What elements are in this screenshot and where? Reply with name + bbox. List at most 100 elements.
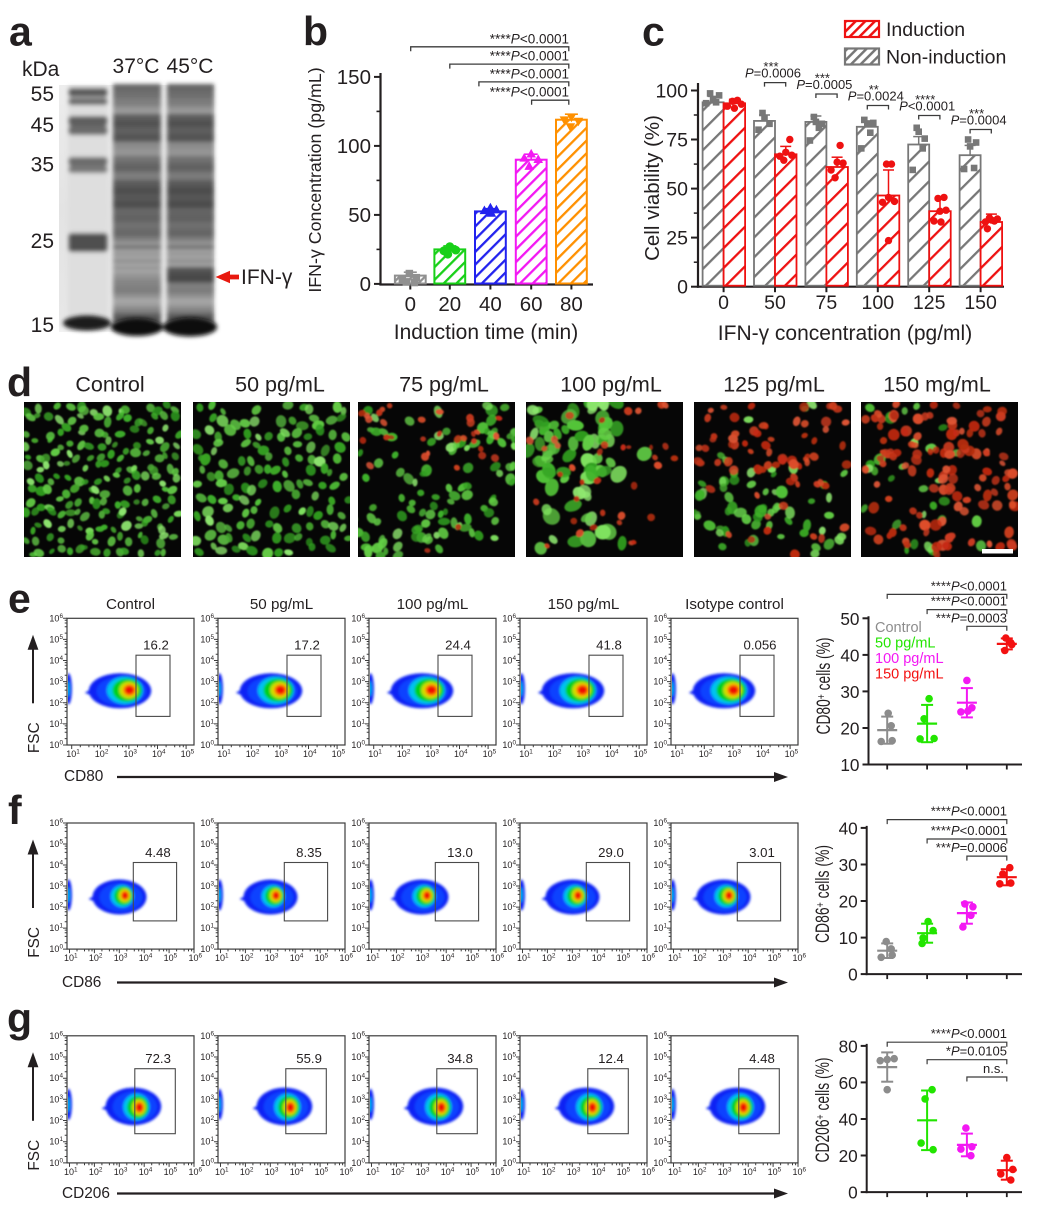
svg-text:105: 105: [768, 1166, 782, 1177]
svg-text:102: 102: [351, 697, 365, 708]
svg-text:103: 103: [49, 1094, 63, 1105]
svg-text:CD80+ cells (%): CD80+ cells (%): [814, 638, 835, 735]
svg-text:104: 104: [441, 1166, 455, 1177]
svg-text:P=0.0004: P=0.0004: [951, 113, 1007, 128]
svg-text:20: 20: [839, 1146, 858, 1166]
svg-text:102: 102: [542, 953, 556, 964]
svg-text:0: 0: [405, 293, 416, 316]
svg-text:P=0.0005: P=0.0005: [796, 77, 852, 92]
svg-text:****P<0.0001: ****P<0.0001: [931, 1026, 1007, 1041]
svg-text:75: 75: [666, 129, 688, 151]
svg-text:0: 0: [718, 292, 729, 314]
svg-text:102: 102: [502, 697, 516, 708]
svg-text:104: 104: [200, 1073, 214, 1084]
svg-text:24.4: 24.4: [445, 638, 471, 653]
svg-text:f: f: [8, 787, 22, 833]
svg-text:55: 55: [31, 83, 54, 106]
svg-text:100 pg/mL: 100 pg/mL: [560, 373, 662, 397]
svg-text:Induction time (min): Induction time (min): [394, 321, 578, 344]
svg-text:104: 104: [49, 655, 63, 666]
svg-text:103: 103: [416, 953, 430, 964]
svg-text:101: 101: [653, 1136, 667, 1147]
svg-text:105: 105: [634, 749, 648, 760]
svg-text:106: 106: [653, 613, 667, 624]
svg-text:104: 104: [441, 953, 455, 964]
svg-text:g: g: [7, 995, 32, 1041]
svg-text:101: 101: [668, 953, 682, 964]
svg-text:104: 104: [592, 1166, 606, 1177]
svg-text:100: 100: [351, 740, 365, 751]
svg-text:4.48: 4.48: [145, 845, 171, 860]
svg-text:25: 25: [31, 230, 54, 253]
svg-text:105: 105: [315, 953, 329, 964]
svg-text:n.s.: n.s.: [983, 1061, 1004, 1076]
svg-text:102: 102: [89, 953, 103, 964]
svg-text:105: 105: [351, 839, 365, 850]
svg-text:104: 104: [502, 860, 516, 871]
svg-text:Isotype control: Isotype control: [685, 596, 784, 613]
svg-text:102: 102: [246, 749, 260, 760]
svg-text:**: **: [869, 82, 879, 97]
svg-text:105: 105: [164, 953, 178, 964]
svg-text:104: 104: [351, 860, 365, 871]
svg-text:100: 100: [653, 740, 667, 751]
svg-text:102: 102: [200, 1115, 214, 1126]
svg-text:102: 102: [240, 1166, 254, 1177]
svg-text:0: 0: [360, 273, 371, 296]
svg-text:****P<0.0001: ****P<0.0001: [490, 85, 569, 100]
svg-text:75: 75: [816, 292, 838, 314]
svg-text:20: 20: [840, 719, 859, 739]
svg-text:100: 100: [653, 1157, 667, 1168]
svg-text:*P=0.0105: *P=0.0105: [946, 1044, 1007, 1059]
svg-text:105: 105: [351, 634, 365, 645]
svg-text:kDa: kDa: [22, 58, 60, 81]
svg-text:105: 105: [466, 953, 480, 964]
svg-text:8.35: 8.35: [296, 845, 322, 860]
svg-text:CD80: CD80: [64, 768, 103, 785]
svg-text:101: 101: [64, 1166, 78, 1177]
svg-text:13.0: 13.0: [447, 845, 473, 860]
svg-text:100: 100: [200, 1157, 214, 1168]
svg-text:60: 60: [520, 293, 543, 316]
svg-text:101: 101: [351, 718, 365, 729]
svg-text:0: 0: [677, 277, 688, 299]
svg-text:103: 103: [351, 1094, 365, 1105]
svg-text:****: ****: [915, 92, 935, 107]
svg-text:103: 103: [502, 1094, 516, 1105]
svg-text:c: c: [642, 9, 665, 55]
svg-text:103: 103: [718, 953, 732, 964]
svg-text:d: d: [7, 359, 32, 405]
svg-text:104: 104: [49, 860, 63, 871]
svg-text:106: 106: [351, 1030, 365, 1041]
svg-text:***: ***: [969, 106, 984, 121]
svg-text:101: 101: [670, 749, 684, 760]
svg-text:102: 102: [95, 749, 109, 760]
svg-text:***: ***: [763, 59, 778, 74]
svg-text:101: 101: [49, 718, 63, 729]
svg-text:103: 103: [200, 676, 214, 687]
svg-text:106: 106: [351, 818, 365, 829]
svg-text:0: 0: [848, 965, 858, 985]
svg-text:102: 102: [351, 902, 365, 913]
svg-text:102: 102: [693, 1166, 707, 1177]
svg-text:40: 40: [479, 293, 502, 316]
svg-text:104: 104: [351, 655, 365, 666]
svg-text:103: 103: [114, 953, 128, 964]
svg-text:104: 104: [592, 953, 606, 964]
svg-text:***P=0.0003: ***P=0.0003: [936, 610, 1007, 625]
svg-text:105: 105: [466, 1166, 480, 1177]
svg-text:101: 101: [49, 1136, 63, 1147]
svg-text:102: 102: [653, 1115, 667, 1126]
svg-text:101: 101: [517, 953, 531, 964]
svg-text:104: 104: [605, 749, 619, 760]
svg-text:IFN-γ concentration (pg/ml): IFN-γ concentration (pg/ml): [718, 322, 972, 345]
svg-text:100: 100: [653, 944, 667, 955]
svg-text:103: 103: [425, 749, 439, 760]
svg-text:103: 103: [200, 1094, 214, 1105]
svg-text:0: 0: [848, 1183, 858, 1203]
svg-text:106: 106: [340, 953, 354, 964]
svg-text:Control: Control: [106, 596, 155, 613]
svg-text:101: 101: [351, 1136, 365, 1147]
svg-text:****P<0.0001: ****P<0.0001: [931, 578, 1007, 593]
svg-text:45°C: 45°C: [167, 55, 214, 78]
